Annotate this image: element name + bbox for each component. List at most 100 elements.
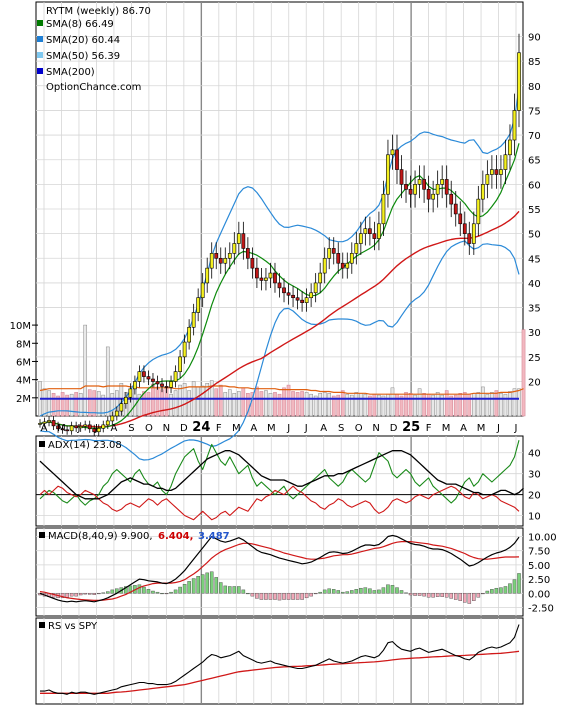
x-tick-label: M <box>232 423 241 434</box>
candle-body <box>101 424 106 429</box>
volume-bar <box>282 387 286 417</box>
macd-histogram-bar <box>331 589 336 594</box>
macd-histogram-bar <box>467 593 472 604</box>
candle-body <box>241 233 246 249</box>
volume-y-tick: 8M <box>16 339 31 350</box>
volume-bar <box>331 395 336 417</box>
volume-bar <box>300 391 304 417</box>
macd-histogram-bar <box>228 586 232 594</box>
candle-body <box>503 154 508 170</box>
macd-histogram-bar <box>255 593 259 599</box>
candle-body <box>38 423 42 425</box>
macd-histogram-bar <box>499 587 503 594</box>
volume-bar <box>481 386 485 417</box>
macd-histogram-bar <box>368 588 372 594</box>
x-tick-label: M <box>477 423 486 434</box>
volume-bar <box>96 391 101 417</box>
candle-body <box>268 272 273 279</box>
volume-bar <box>173 390 178 417</box>
volume-bar <box>386 393 390 417</box>
macd-histogram-bar <box>386 584 390 594</box>
macd-histogram-bar <box>209 571 214 594</box>
macd-y-tick: 5.00 <box>528 561 550 572</box>
macd-histogram-bar <box>318 591 322 594</box>
volume-bar <box>47 390 51 417</box>
volume-bar <box>368 395 372 417</box>
candle-body <box>426 188 431 200</box>
adx-legend-swatch <box>39 441 45 447</box>
candle-body <box>173 371 178 382</box>
macd-y-tick: 7.50 <box>528 547 550 558</box>
x-tick-label: S <box>128 423 134 434</box>
volume-y-tick: 2M <box>16 394 31 405</box>
candle-body <box>300 299 304 303</box>
volume-bar <box>259 391 264 417</box>
candle-body <box>377 223 381 239</box>
price-y-tick: 90 <box>528 33 541 44</box>
volume-bar <box>494 390 499 417</box>
macd-histogram-bar <box>205 572 209 594</box>
x-tick-label: J <box>514 423 518 434</box>
candle-body <box>142 371 146 377</box>
macd-histogram-bar <box>277 593 282 601</box>
price-y-tick: 85 <box>528 57 541 68</box>
candle-body <box>60 428 65 431</box>
rs-layer <box>40 624 520 695</box>
candle-body <box>96 428 101 433</box>
macd-histogram-bar <box>377 589 381 594</box>
macd-histogram-bar <box>327 588 331 594</box>
price-y-tick: 75 <box>528 106 541 117</box>
candle-body <box>363 228 368 234</box>
macd-histogram-bar <box>223 585 228 594</box>
candle-body <box>277 282 282 289</box>
candle-body <box>345 262 350 269</box>
candle-body <box>372 233 377 239</box>
candle-body <box>458 213 463 225</box>
candle-body <box>331 248 336 254</box>
macd-histogram-bar <box>508 583 512 594</box>
price-y-tick: 45 <box>528 254 541 265</box>
macd-histogram-bar <box>232 586 237 594</box>
macd-histogram-bar <box>440 593 444 597</box>
rs-line <box>40 624 520 695</box>
macd-signal-line <box>39 540 520 602</box>
macd-histogram-bar <box>359 587 363 594</box>
candle-body <box>123 396 128 404</box>
candle-body <box>336 253 341 264</box>
candle-body <box>494 169 499 175</box>
macd-histogram-bar <box>395 587 399 594</box>
price-y-tick: 40 <box>528 279 541 290</box>
volume-bar <box>462 392 467 417</box>
volume-bar <box>417 388 422 417</box>
candle-body <box>146 376 151 380</box>
candle-body <box>110 415 115 422</box>
macd-histogram-bar <box>65 593 69 598</box>
volume-bar <box>65 394 69 417</box>
price-y-tick: 70 <box>528 131 541 142</box>
candle-body <box>404 184 408 190</box>
candle-body <box>444 179 449 195</box>
x-tick-label: D <box>390 423 398 434</box>
macd-histogram-bar <box>476 593 481 598</box>
candle-body <box>209 253 214 269</box>
macd-histogram-bar <box>101 592 106 594</box>
candle-body <box>508 139 512 156</box>
volume-bar <box>237 391 241 417</box>
legend-sma8: SMA(8) 66.49 <box>46 19 114 30</box>
candle-body <box>453 203 458 215</box>
candle-body <box>264 277 268 281</box>
volume-bar <box>304 392 309 417</box>
volume-bar <box>377 394 381 417</box>
candle-body <box>65 429 69 432</box>
x-tick-label: A <box>41 423 48 434</box>
rs-sma-line <box>40 650 520 694</box>
chart-title: RYTM (weekly) 86.70 <box>46 6 151 17</box>
candle-body <box>517 52 521 111</box>
legend-sma50: SMA(50) 56.39 <box>46 51 120 62</box>
volume-bar <box>42 388 47 417</box>
candle-body <box>87 424 92 430</box>
candle-body <box>232 243 237 254</box>
volume-bar <box>255 386 259 417</box>
x-tick-label: 25 <box>402 420 420 435</box>
candle-body <box>236 233 241 244</box>
